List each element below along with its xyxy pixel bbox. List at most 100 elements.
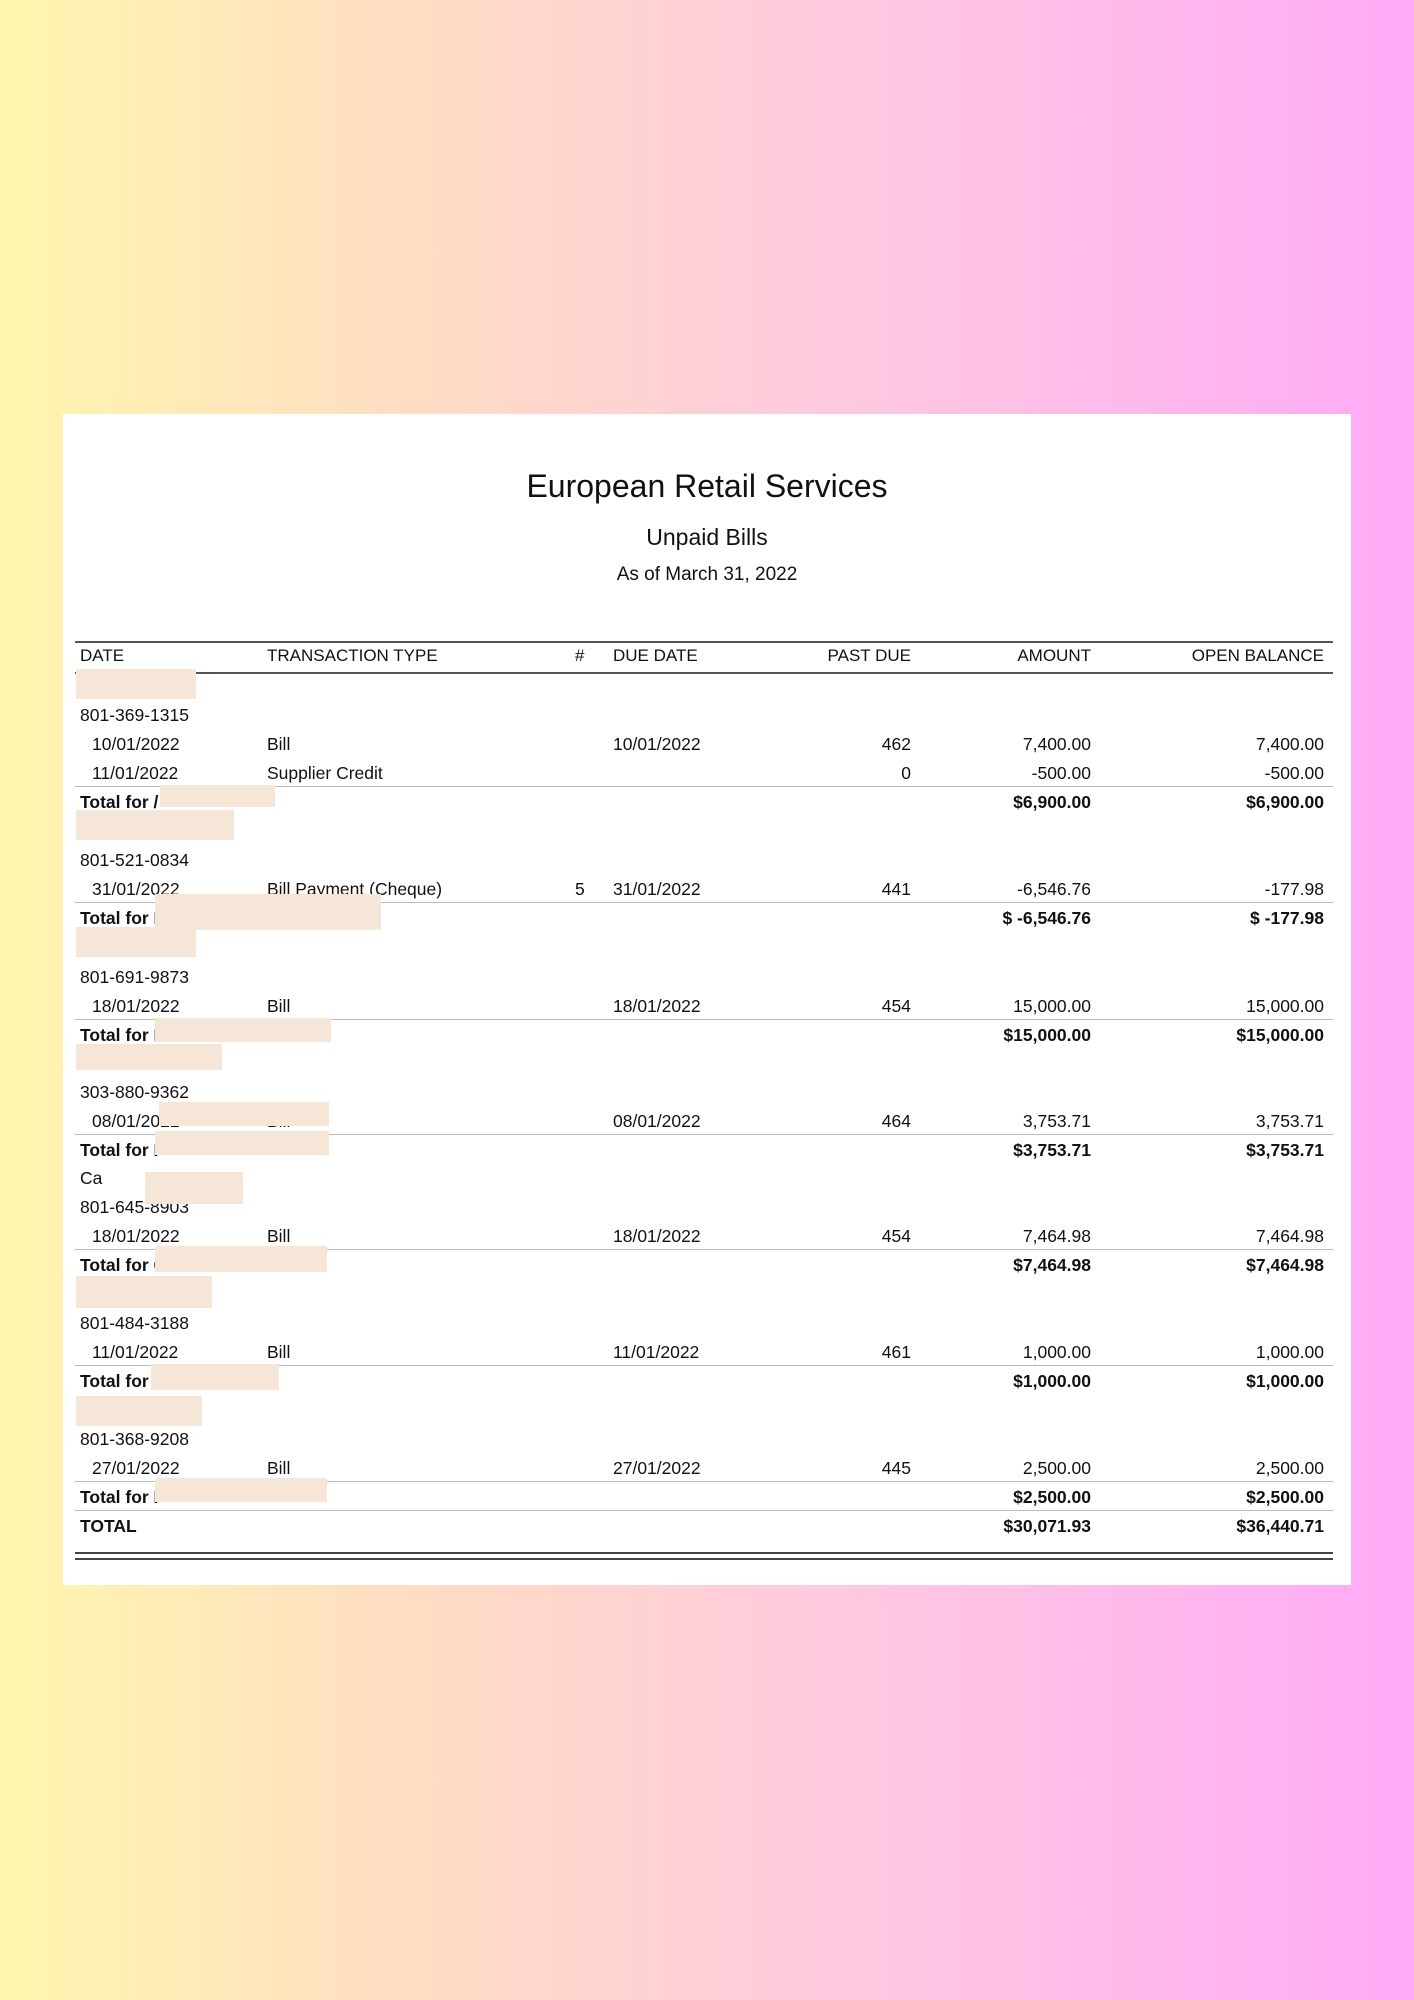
row-due-date: 08/01/2022	[613, 1111, 701, 1131]
col-header-date: DATE	[80, 646, 125, 665]
row-amount: 1,000.00	[1022, 1342, 1091, 1362]
header-bottom-rule	[75, 672, 1333, 674]
row-type: Bill	[267, 1458, 291, 1478]
vendor-phone: 801-521-0834	[80, 850, 189, 870]
row-date: 08/01/2022	[92, 1111, 180, 1131]
vendor-total-amount: $7,464.98	[1013, 1255, 1091, 1275]
redaction-box	[160, 785, 275, 807]
subtotal-rule	[75, 786, 1333, 787]
vendor-total-amount: $1,000.00	[1013, 1371, 1091, 1391]
row-past-due: 0	[901, 763, 911, 783]
row-amount: 7,400.00	[1022, 734, 1091, 754]
row-amount: 3,753.71	[1022, 1111, 1091, 1131]
vendor-total-open: $15,000.00	[1236, 1025, 1324, 1045]
row-open-balance: 2,500.00	[1255, 1458, 1324, 1478]
redaction-box	[76, 1044, 222, 1070]
vendor-phone: 801-691-9873	[80, 967, 189, 987]
row-due-date: 31/01/2022	[613, 879, 701, 899]
report-title: Unpaid Bills	[646, 524, 768, 550]
row-due-date: 27/01/2022	[613, 1458, 701, 1478]
row-past-due: 454	[881, 996, 911, 1016]
row-past-due: 454	[881, 1226, 911, 1246]
row-open-balance: 7,400.00	[1255, 734, 1324, 754]
row-past-due: 461	[881, 1342, 911, 1362]
col-header-amount: AMOUNT	[1017, 646, 1091, 665]
report-sheet: European Retail Services Unpaid Bills As…	[63, 414, 1351, 1585]
row-amount: 2,500.00	[1022, 1458, 1091, 1478]
row-open-balance: -177.98	[1264, 879, 1324, 899]
company-name: European Retail Services	[526, 468, 888, 504]
row-type: Bill	[267, 996, 291, 1016]
row-due-date: 18/01/2022	[613, 1226, 701, 1246]
redaction-box	[155, 1246, 327, 1272]
row-amount: 15,000.00	[1013, 996, 1091, 1016]
grand-total-amount: $30,071.93	[1003, 1516, 1091, 1536]
row-date: 27/01/2022	[92, 1458, 180, 1478]
subtotal-rule	[75, 1365, 1333, 1366]
col-header-type: TRANSACTION TYPE	[267, 646, 438, 665]
row-due-date: 11/01/2022	[613, 1342, 700, 1362]
redaction-box	[155, 1131, 329, 1155]
row-open-balance: 3,753.71	[1255, 1111, 1324, 1131]
redaction-box	[155, 1018, 331, 1042]
report-date: As of March 31, 2022	[616, 564, 798, 585]
vendor-total-label: Total for I	[80, 1487, 159, 1507]
vendor-total-open: $6,900.00	[1246, 792, 1324, 812]
row-open-balance: -500.00	[1264, 763, 1324, 783]
vendor-phone: 303-880-9362	[80, 1082, 189, 1102]
redaction-box	[76, 1276, 212, 1308]
grand-total-open: $36,440.71	[1236, 1516, 1324, 1536]
row-type: Bill	[267, 1342, 291, 1362]
row-open-balance: 15,000.00	[1246, 996, 1324, 1016]
vendor-total-amount: $2,500.00	[1013, 1487, 1091, 1507]
redaction-box	[155, 1478, 327, 1502]
col-header-past-due: PAST DUE	[827, 646, 911, 665]
vendor-total-label: Total for	[80, 1371, 149, 1391]
redaction-box	[76, 669, 196, 699]
redaction-box	[76, 1396, 202, 1426]
row-date: 18/01/2022	[92, 996, 180, 1016]
vendor-total-open: $3,753.71	[1246, 1140, 1324, 1160]
row-type: Supplier Credit	[267, 763, 383, 783]
redaction-box	[76, 927, 196, 957]
col-header-due-date: DUE DATE	[613, 646, 698, 665]
vendor-total-amount: $ -6,546.76	[1002, 908, 1091, 928]
row-amount: -500.00	[1031, 763, 1091, 783]
grand-total-rule	[75, 1510, 1333, 1511]
row-past-due: 441	[881, 879, 911, 899]
redaction-box	[159, 1102, 329, 1126]
vendor-total-label: Total for I	[80, 1140, 159, 1160]
vendor-total-label: Total for C	[80, 1255, 167, 1275]
vendor-phone: 801-369-1315	[80, 705, 189, 725]
vendor-total-label: Total for I	[80, 1025, 159, 1045]
subtotal-rule	[75, 1481, 1333, 1482]
row-date: 10/01/2022	[92, 734, 180, 754]
vendor-phone: 801-368-9208	[80, 1429, 189, 1449]
vendor-total-amount: $15,000.00	[1003, 1025, 1091, 1045]
vendor-total-amount: $3,753.71	[1013, 1140, 1091, 1160]
subtotal-rule	[75, 1249, 1333, 1250]
row-past-due: 462	[881, 734, 911, 754]
row-type: Bill	[267, 1226, 291, 1246]
subtotal-rule	[75, 902, 1333, 903]
row-date: 18/01/2022	[92, 1226, 180, 1246]
row-date: 11/01/2022	[92, 1342, 179, 1362]
subtotal-rule	[75, 1019, 1333, 1020]
col-header-open-balance: OPEN BALANCE	[1191, 646, 1324, 665]
redaction-box	[145, 1172, 243, 1204]
row-date: 11/01/2022	[92, 763, 179, 783]
subtotal-rule	[75, 1134, 1333, 1135]
row-past-due: 445	[881, 1458, 911, 1478]
row-due-date: 10/01/2022	[613, 734, 701, 754]
row-amount: -6,546.76	[1017, 879, 1091, 899]
redaction-box	[155, 894, 381, 930]
vendor-total-open: $1,000.00	[1246, 1371, 1324, 1391]
vendor-total-label: Total for I	[80, 908, 159, 928]
grand-total-label: TOTAL	[80, 1516, 137, 1536]
vendor-total-open: $7,464.98	[1246, 1255, 1324, 1275]
header-top-rule	[75, 641, 1333, 643]
vendor-name-fragment: Ca	[80, 1168, 103, 1188]
row-amount: 7,464.98	[1022, 1226, 1091, 1246]
row-open-balance: 1,000.00	[1255, 1342, 1324, 1362]
row-past-due: 464	[881, 1111, 911, 1131]
